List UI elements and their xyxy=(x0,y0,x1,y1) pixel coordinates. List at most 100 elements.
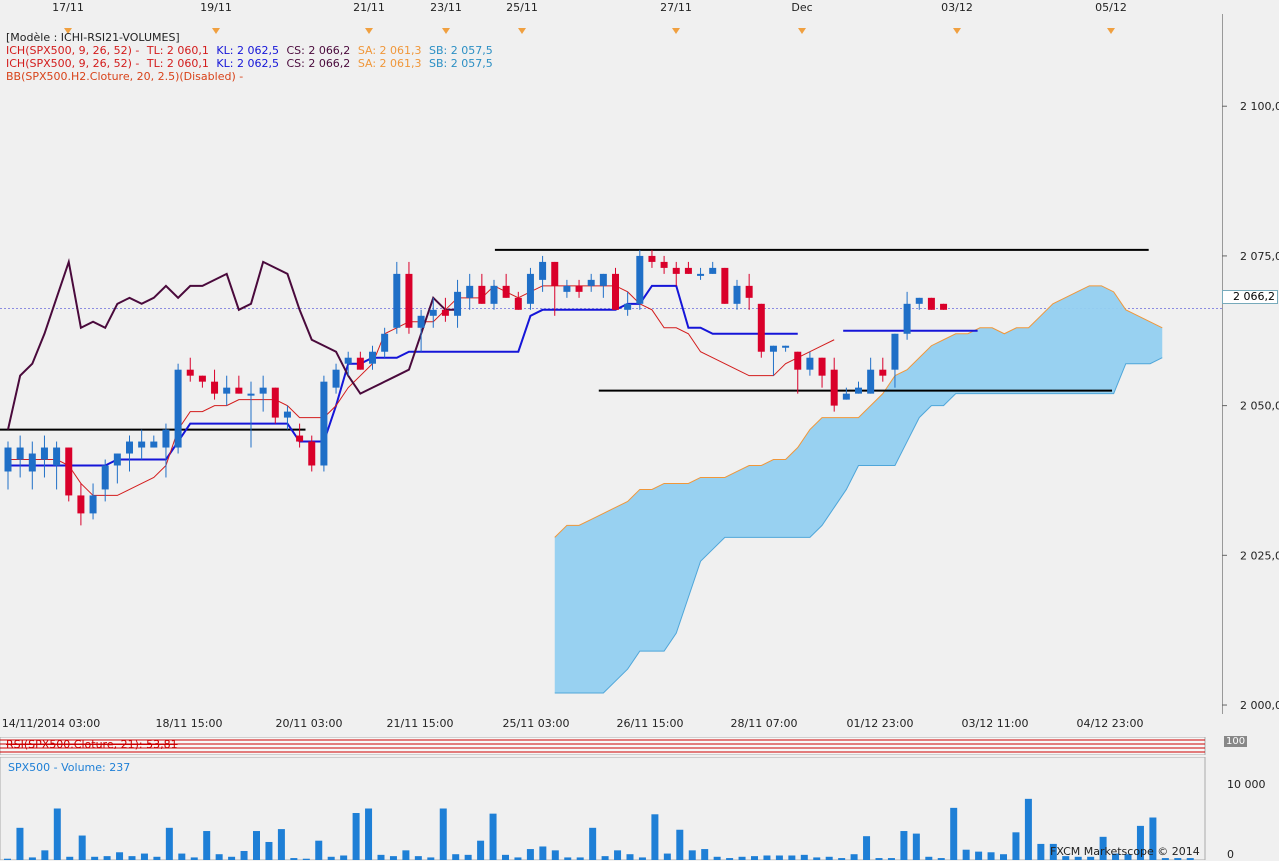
volume-bar xyxy=(751,856,758,860)
volume-bar xyxy=(290,858,298,860)
y-tick-label: 2 100,0 xyxy=(1240,100,1279,113)
rsi-panel[interactable] xyxy=(0,737,1279,755)
candle-body xyxy=(101,465,109,490)
candle-body xyxy=(320,381,328,466)
candle-body xyxy=(636,255,644,304)
volume-bar xyxy=(551,850,559,860)
candle-body xyxy=(77,495,85,514)
volume-bar xyxy=(713,856,721,860)
candle-body xyxy=(660,261,668,268)
volume-bar xyxy=(763,855,771,860)
volume-bar xyxy=(813,857,821,860)
rsi-background xyxy=(0,737,1206,755)
volume-bar xyxy=(477,840,485,860)
volume-bar xyxy=(302,858,310,860)
candle-body xyxy=(369,351,376,364)
volume-bar xyxy=(16,827,24,860)
volume-bar xyxy=(1149,817,1157,860)
bottom-axis-label: 28/11 07:00 xyxy=(730,717,798,730)
y-tick-label: 2 025,0 xyxy=(1240,549,1279,562)
volume-bar xyxy=(738,856,746,860)
candle-body xyxy=(806,357,814,370)
volume-bar xyxy=(128,856,136,860)
candle-body xyxy=(697,273,705,276)
candle-body xyxy=(684,267,692,274)
candle-body xyxy=(672,267,680,274)
volume-tick-low: 0 xyxy=(1227,848,1234,861)
candle-body xyxy=(454,291,462,316)
candle-body xyxy=(563,285,571,292)
volume-bar xyxy=(28,857,36,860)
event-marker-icon[interactable] xyxy=(798,28,806,34)
candle-body xyxy=(891,333,899,370)
candle-body xyxy=(441,309,449,316)
volume-bar xyxy=(663,853,671,860)
volume-bar xyxy=(389,856,397,860)
bottom-axis-label: 20/11 03:00 xyxy=(275,717,343,730)
volume-bar xyxy=(377,854,385,860)
volume-bar xyxy=(41,850,49,860)
volume-bar xyxy=(825,856,833,860)
event-marker-icon[interactable] xyxy=(64,28,72,34)
candle-body xyxy=(381,333,389,352)
volume-bar xyxy=(1136,825,1144,860)
volume-bar xyxy=(78,835,86,860)
volume-bar xyxy=(838,858,846,860)
candle-body xyxy=(393,273,401,328)
candle-body xyxy=(271,387,279,418)
candle-body xyxy=(575,285,583,292)
volume-bar xyxy=(950,807,958,860)
candle-body xyxy=(417,315,425,328)
volume-bar xyxy=(502,854,509,860)
volume-bar xyxy=(726,858,734,860)
legend-ichimoku-2: ICH(SPX500, 9, 26, 52) - TL: 2 060,1 KL:… xyxy=(6,57,493,70)
bottom-axis-label: 14/11/2014 03:00 xyxy=(1,717,101,730)
event-marker-icon[interactable] xyxy=(365,28,373,34)
event-marker-icon[interactable] xyxy=(442,28,450,34)
candle-body xyxy=(855,387,862,394)
volume-bar xyxy=(676,829,684,860)
candle-body xyxy=(915,297,923,304)
volume-bar xyxy=(1186,858,1194,860)
candle-body xyxy=(332,369,340,388)
candle-body xyxy=(818,357,826,376)
volume-bar xyxy=(863,836,871,860)
current-price-badge: 2 066,2 xyxy=(1222,290,1278,304)
event-marker-icon[interactable] xyxy=(953,28,961,34)
volume-panel[interactable] xyxy=(0,757,1279,860)
volume-bar xyxy=(875,858,883,860)
event-marker-icon[interactable] xyxy=(672,28,680,34)
candle-body xyxy=(356,357,364,370)
volume-bar xyxy=(452,854,460,860)
volume-bar xyxy=(1099,836,1107,860)
volume-label: SPX500 - Volume: 237 xyxy=(8,761,131,774)
candle-body xyxy=(308,441,316,466)
volume-bar xyxy=(402,850,410,860)
volume-bar xyxy=(900,831,908,860)
event-marker-icon[interactable] xyxy=(1107,28,1115,34)
candle-body xyxy=(223,387,231,394)
price-chart[interactable]: 2 100,0 2 075,0 2 050,0 2 025,0 2 000,0 xyxy=(0,14,1279,714)
bottom-axis-label: 03/12 11:00 xyxy=(961,717,1029,730)
bottom-time-axis: 14/11/2014 03:00 18/11 15:00 20/11 03:00 21… xyxy=(0,714,1222,736)
volume-bar xyxy=(539,846,547,860)
event-marker-icon[interactable] xyxy=(518,28,526,34)
volume-bar xyxy=(701,849,709,860)
candle-body xyxy=(247,393,255,396)
bottom-axis-label: 18/11 15:00 xyxy=(155,717,223,730)
volume-bar xyxy=(190,857,198,860)
candle-body xyxy=(28,453,36,472)
legend-ichimoku-1: ICH(SPX500, 9, 26, 52) - TL: 2 060,1 KL:… xyxy=(6,44,493,57)
volume-bar xyxy=(53,808,61,860)
volume-bar xyxy=(178,853,186,860)
top-axis-label: 03/12 xyxy=(941,1,973,14)
volume-bar xyxy=(775,855,783,860)
senkou-span-a-line xyxy=(554,285,1163,538)
candle-body xyxy=(283,411,291,418)
candle-body xyxy=(174,369,182,448)
rsi-label: RSI(SPX500.Cloture, 21): 53,81 xyxy=(6,738,178,751)
bottom-axis-label: 21/11 15:00 xyxy=(386,717,454,730)
y-tick-label: 2 075,0 xyxy=(1240,250,1279,263)
event-marker-icon[interactable] xyxy=(212,28,220,34)
volume-bar xyxy=(1124,854,1132,860)
